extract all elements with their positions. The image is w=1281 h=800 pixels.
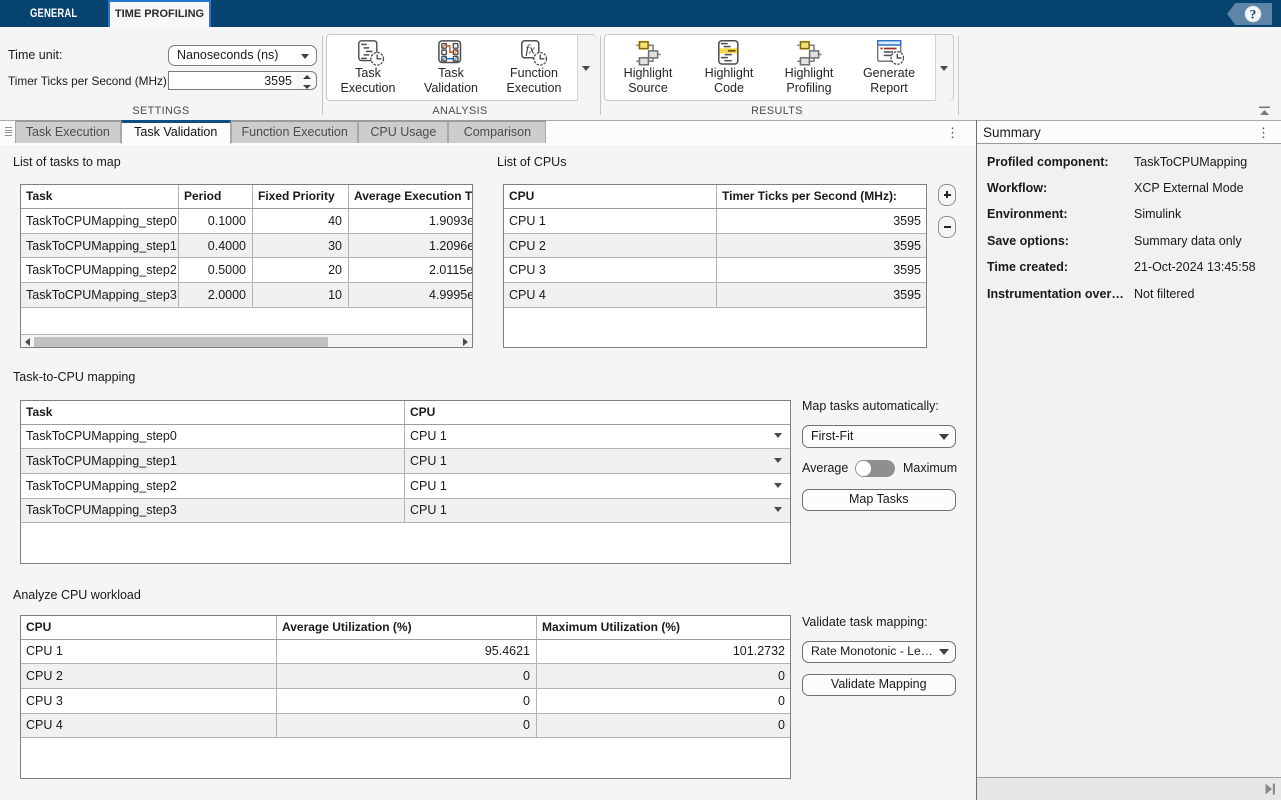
svg-text:fx: fx	[526, 41, 536, 56]
svg-text:?: ?	[1250, 7, 1257, 22]
